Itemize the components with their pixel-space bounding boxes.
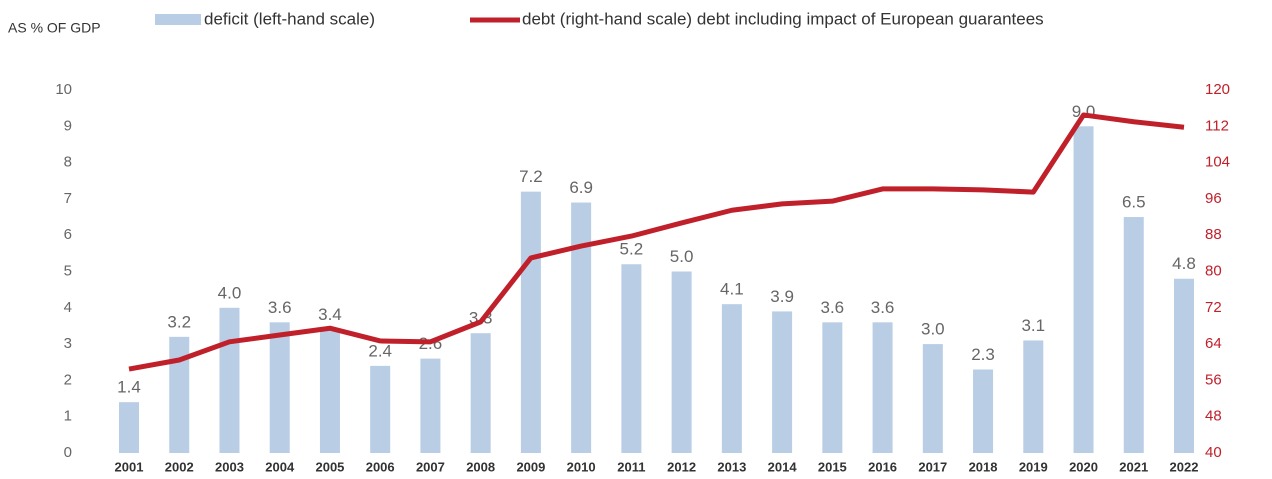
value-label: 7.2 — [519, 167, 543, 186]
x-tick-label: 2010 — [567, 459, 596, 474]
value-label: 1.4 — [117, 378, 141, 397]
value-label: 5.0 — [670, 247, 694, 266]
bar — [1073, 126, 1094, 454]
bar — [370, 365, 391, 453]
bar — [922, 344, 943, 453]
y2-tick-label: 88 — [1205, 226, 1222, 243]
x-tick-label: 2016 — [868, 459, 897, 474]
value-label: 3.6 — [821, 298, 845, 317]
value-label: 3.4 — [318, 305, 342, 324]
value-label: 4.1 — [720, 280, 744, 299]
y2-tick-label: 104 — [1205, 154, 1230, 171]
value-label: 3.6 — [871, 298, 895, 317]
x-tick-label: 2015 — [818, 459, 847, 474]
bar — [269, 322, 290, 453]
y2-tick-label: 80 — [1205, 262, 1222, 279]
y-tick-label: 6 — [64, 226, 72, 243]
y-tick-label: 9 — [64, 117, 72, 134]
bar — [169, 336, 190, 453]
value-label: 2.3 — [971, 345, 995, 364]
x-tick-label: 2008 — [466, 459, 495, 474]
bar — [119, 402, 139, 453]
value-label: 6.9 — [569, 178, 593, 197]
x-tick-label: 2011 — [617, 459, 645, 474]
value-label: 4.8 — [1172, 254, 1196, 273]
y2-tick-label: 64 — [1205, 335, 1222, 352]
y2-tick-label: 72 — [1205, 299, 1222, 316]
y-tick-label: 0 — [64, 444, 72, 461]
bar — [470, 333, 491, 453]
bar — [671, 271, 692, 453]
y2-tick-label: 112 — [1205, 117, 1229, 134]
x-tick-label: 2007 — [416, 459, 445, 474]
value-label: 3.2 — [167, 312, 191, 331]
bar — [1174, 278, 1194, 453]
value-label: 3.1 — [1021, 316, 1045, 335]
bar — [219, 307, 240, 453]
y-tick-label: 8 — [64, 154, 72, 171]
y-tick-label: 4 — [64, 299, 72, 316]
bar — [872, 322, 893, 453]
bar — [772, 311, 793, 453]
x-tick-label: 2019 — [1019, 459, 1048, 474]
value-label: 3.9 — [770, 287, 794, 306]
bar — [1123, 217, 1144, 453]
x-tick-label: 2020 — [1069, 459, 1098, 474]
subtitle: AS % OF GDP — [8, 20, 101, 36]
value-label: 2.4 — [368, 341, 392, 360]
legend-label: deficit (left-hand scale) — [204, 9, 375, 28]
y2-tick-label: 120 — [1205, 81, 1230, 98]
y2-tick-label: 56 — [1205, 371, 1222, 388]
y-tick-label: 5 — [64, 262, 72, 279]
x-tick-label: 2002 — [165, 459, 194, 474]
bar — [1023, 340, 1044, 453]
x-tick-label: 2005 — [315, 459, 344, 474]
value-label: 5.2 — [620, 240, 644, 259]
bar — [420, 358, 441, 453]
value-label: 3.0 — [921, 320, 945, 339]
x-tick-label: 2003 — [215, 459, 244, 474]
bar — [822, 322, 843, 453]
bar — [721, 304, 742, 453]
bar — [319, 329, 340, 453]
y-tick-label: 2 — [64, 371, 72, 388]
x-tick-label: 2022 — [1170, 459, 1199, 474]
y2-tick-label: 40 — [1205, 444, 1222, 461]
bar — [973, 369, 994, 453]
x-tick-label: 2001 — [115, 459, 144, 474]
value-label: 6.5 — [1122, 193, 1146, 212]
bar — [520, 191, 541, 453]
y-tick-label: 1 — [64, 408, 72, 425]
legend-label: debt (right-hand scale) debt including i… — [522, 9, 1044, 28]
x-tick-label: 2009 — [516, 459, 545, 474]
value-label: 4.0 — [218, 283, 242, 302]
legend-swatch — [155, 14, 201, 25]
debt-line — [128, 112, 1185, 372]
y-tick-label: 3 — [64, 335, 72, 352]
x-tick-label: 2021 — [1119, 459, 1148, 474]
x-tick-label: 2006 — [366, 459, 395, 474]
y-tick-label: 10 — [55, 81, 72, 98]
bar — [621, 264, 642, 453]
y-tick-label: 7 — [64, 190, 72, 207]
x-tick-label: 2012 — [667, 459, 696, 474]
x-tick-label: 2017 — [918, 459, 947, 474]
y2-tick-label: 96 — [1205, 190, 1222, 207]
x-tick-label: 2014 — [768, 459, 798, 474]
value-label: 3.6 — [268, 298, 292, 317]
bar — [571, 202, 592, 453]
x-tick-label: 2013 — [717, 459, 746, 474]
y2-tick-label: 48 — [1205, 408, 1222, 425]
x-tick-label: 2018 — [969, 459, 998, 474]
x-tick-label: 2004 — [265, 459, 295, 474]
